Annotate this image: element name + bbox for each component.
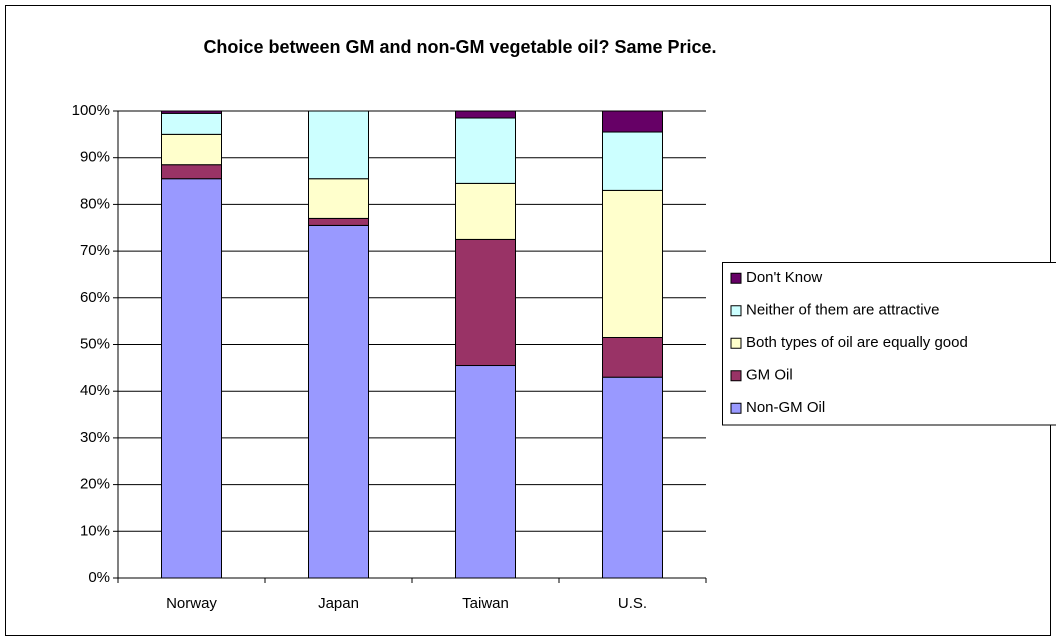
bar-segment (455, 182, 516, 240)
legend-label: Non-GM Oil (746, 399, 825, 416)
bar-segment (455, 238, 516, 367)
bar-segment (161, 133, 222, 166)
bar-segment (308, 217, 369, 226)
chart-title: Choice between GM and non-GM vegetable o… (203, 37, 716, 57)
bar-segment (602, 189, 663, 338)
y-tick-label: 40% (80, 382, 110, 399)
y-tick-label: 10% (80, 522, 110, 539)
y-tick-label: 0% (88, 569, 110, 586)
bar-segment (602, 131, 663, 191)
bar-segment (308, 178, 369, 219)
y-tick-label: 20% (80, 476, 110, 493)
y-tick-label: 90% (80, 149, 110, 166)
legend-label: GM Oil (746, 367, 793, 384)
legend-label: Don't Know (746, 269, 822, 286)
bar-segment (161, 112, 222, 135)
y-tick-label: 70% (80, 242, 110, 259)
bar-segment (602, 376, 663, 579)
x-tick-label: U.S. (618, 595, 647, 612)
legend-swatch (730, 370, 742, 382)
bar-segment (455, 117, 516, 184)
x-tick-label: Japan (318, 595, 359, 612)
legend-swatch (730, 272, 742, 284)
bar-segment (161, 164, 222, 180)
bar-segment (455, 365, 516, 579)
legend-label: Neither of them are attractive (746, 302, 939, 319)
bar-segment (455, 110, 516, 119)
y-tick-label: 80% (80, 195, 110, 212)
x-tick-label: Taiwan (462, 595, 509, 612)
y-tick-label: 100% (72, 102, 110, 119)
legend-swatch (730, 337, 742, 349)
bar-segment (308, 110, 369, 180)
y-tick-label: 50% (80, 335, 110, 352)
legend-box (722, 262, 1056, 426)
bar-segment (161, 178, 222, 579)
bar-segment (602, 336, 663, 378)
y-tick-label: 30% (80, 429, 110, 446)
legend-label: Both types of oil are equally good (746, 334, 968, 351)
y-tick-label: 60% (80, 289, 110, 306)
x-tick-label: Norway (166, 595, 217, 612)
bar-segment (308, 224, 369, 579)
bar-segment (161, 110, 222, 114)
legend-swatch (730, 305, 742, 317)
legend-swatch (730, 402, 742, 414)
bar-segment (602, 110, 663, 133)
